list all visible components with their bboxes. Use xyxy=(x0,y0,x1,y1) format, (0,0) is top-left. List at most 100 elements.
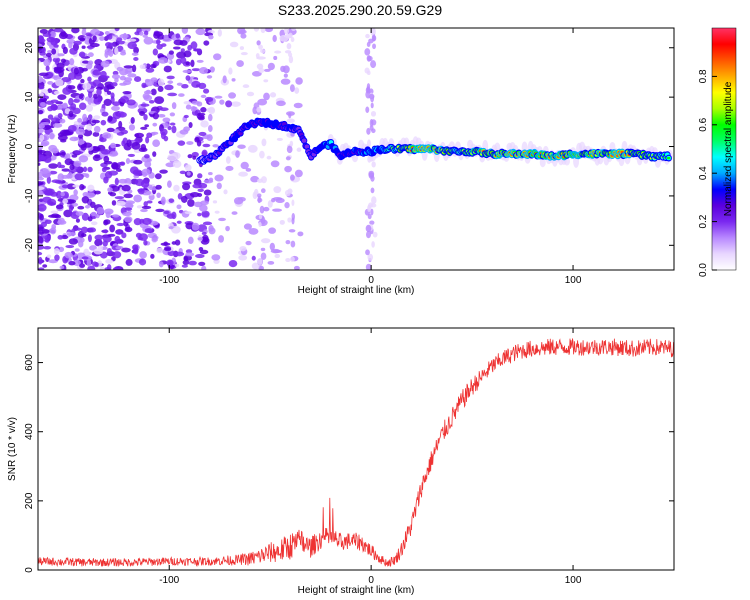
spectrogram-speckle xyxy=(56,152,62,156)
spectrogram-streak xyxy=(370,110,377,117)
spectrogram-speckle xyxy=(201,210,210,218)
spectrogram-streak xyxy=(365,263,372,270)
spectrogram-speckle xyxy=(87,52,94,58)
spectrogram-speckle xyxy=(143,30,149,36)
spectrogram-speckle xyxy=(202,221,213,226)
spectrogram-speckle xyxy=(57,94,67,100)
spectrogram-streak xyxy=(365,230,372,239)
spectrogram-ridge-mid xyxy=(301,138,307,143)
spectrogram-speckle xyxy=(235,150,240,158)
spectrogram-speckle xyxy=(267,62,275,71)
spectrogram-speckle xyxy=(48,163,58,169)
spectrogram-speckle xyxy=(81,29,87,36)
spectrogram-speckle xyxy=(231,211,238,215)
spectrogram-speckle xyxy=(186,141,194,146)
spectrogram-speckle xyxy=(102,240,108,247)
spectrogram-speckle xyxy=(160,196,166,205)
spectrogram-speckle xyxy=(127,41,137,50)
spectrogram-speckle xyxy=(201,231,207,236)
spectrogram-speckle xyxy=(293,265,300,270)
snr-x-ticks: -100 0 100 xyxy=(159,328,582,586)
spectrogram-speckle xyxy=(38,190,44,197)
spectrogram-speckle xyxy=(206,75,213,79)
spectrogram-speckle xyxy=(218,217,226,222)
spectrogram-speckle xyxy=(49,132,55,140)
snr-y-tick-label: 400 xyxy=(24,423,35,440)
spectrogram-speckle xyxy=(185,104,192,110)
spectrogram-speckle xyxy=(60,151,66,156)
spectrogram-speckle xyxy=(145,136,150,144)
spectrogram-speckle xyxy=(141,28,151,33)
spectrogram-speckle xyxy=(133,159,143,165)
spectrogram-speckle xyxy=(125,157,131,165)
snr-x-tick-label: 0 xyxy=(368,575,374,586)
spectrogram-speckle xyxy=(142,34,148,38)
colorbar: 0.0 0.2 0.4 0.6 0.8 Normalized spectral ampl… xyxy=(698,27,737,277)
spectrogram-speckle xyxy=(152,48,159,56)
spectrogram-speckle xyxy=(103,229,108,234)
spectrogram-speckle xyxy=(141,168,151,176)
spectrogram-speckle xyxy=(180,48,185,53)
spectrogram-speckle xyxy=(64,251,73,259)
spectrogram-speckle xyxy=(81,45,86,49)
spectrogram-streak xyxy=(367,204,371,210)
spectrogram-speckle xyxy=(105,258,114,264)
spectrogram-speckle xyxy=(106,90,112,95)
spectrogram-speckle xyxy=(75,218,81,223)
snr-x-label: Height of straight line (km) xyxy=(298,585,415,596)
spectrogram-speckle xyxy=(270,160,280,168)
spectrogram-speckle xyxy=(191,68,201,72)
spectrogram-streak xyxy=(260,28,266,34)
spectrogram-speckle xyxy=(73,160,82,167)
spectrogram-speckle xyxy=(201,149,208,157)
spectrogram-speckle xyxy=(94,190,101,195)
spectrogram-speckle xyxy=(112,101,121,107)
spectrogram-streak xyxy=(370,187,375,194)
spectrogram-speckle xyxy=(197,237,203,241)
spectrogram-speckle xyxy=(165,162,176,168)
spectrogram-speckle xyxy=(164,84,174,91)
spectrogram-speckle xyxy=(91,119,100,124)
spectrogram-speckle xyxy=(213,53,222,61)
spectrogram-streak xyxy=(287,217,292,223)
spectrogram-streak xyxy=(365,106,370,113)
spectrogram-streak xyxy=(284,189,291,197)
spectrogram-speckle xyxy=(117,162,125,166)
colorbar-gradient xyxy=(712,28,736,270)
spectrogram-streak xyxy=(258,222,262,228)
spectrogram-speckle xyxy=(60,191,65,197)
spectrogram-speckle xyxy=(87,91,93,98)
spectrogram-speckle xyxy=(239,29,247,34)
spectrogram-speckle xyxy=(69,58,75,66)
spectrogram-speckle xyxy=(57,113,63,119)
spectrogram-speckle xyxy=(81,256,89,260)
spectrogram-speckle xyxy=(73,259,81,266)
spectrogram-streak xyxy=(259,205,265,214)
spectrogram-speckle xyxy=(272,34,277,43)
spectrogram-speckle xyxy=(114,235,121,243)
spectrogram-speckle xyxy=(53,248,60,255)
spectrogram-speckle xyxy=(47,188,55,195)
spectrogram-speckle xyxy=(134,132,145,138)
spectrogram-speckle xyxy=(229,41,239,48)
spectrogram-speckle xyxy=(203,179,214,184)
colorbar-frame xyxy=(711,27,737,271)
spectrogram-speckle xyxy=(43,155,52,164)
spectrogram-speckle xyxy=(145,67,155,73)
spectrogram-streak xyxy=(370,175,375,182)
spectrogram-speckle xyxy=(93,93,98,99)
spectrogram-speckle xyxy=(197,188,204,193)
page-title: S233.2025.290.20.59.G29 xyxy=(277,2,443,18)
spectrogram-speckle xyxy=(38,144,44,151)
spectrogram-speckle xyxy=(183,126,190,132)
spectrogram-speckle xyxy=(132,244,139,251)
spectrogram-speckle xyxy=(88,227,97,233)
spectrogram-speckle xyxy=(258,265,264,270)
spectrogram-speckle xyxy=(80,143,87,151)
spectrogram-speckle xyxy=(114,177,119,186)
spectrogram-speckle xyxy=(50,103,58,111)
spectrogram-speckle xyxy=(47,88,53,94)
spectrogram-speckle xyxy=(44,219,52,225)
spectrogram-speckle xyxy=(163,210,170,215)
spectrogram-speckle xyxy=(239,46,245,50)
